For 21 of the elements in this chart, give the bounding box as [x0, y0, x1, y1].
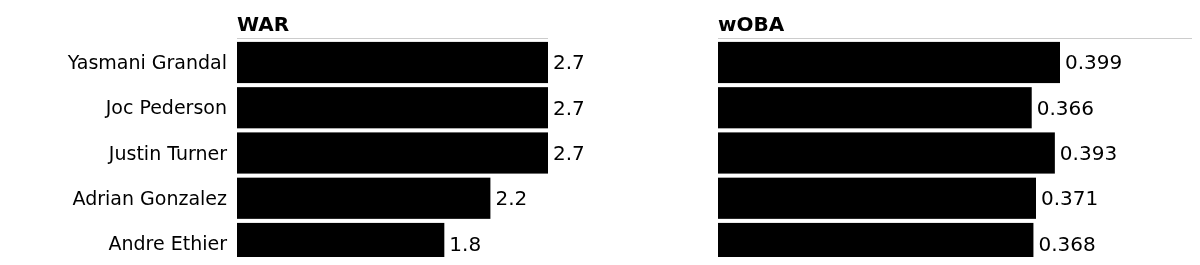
data-label: 0.371 [1041, 186, 1099, 211]
data-label: 2.7 [553, 50, 585, 75]
bar [718, 132, 1055, 174]
data-label: 0.366 [1036, 95, 1094, 120]
chart-title: WAR [237, 12, 290, 36]
bar [718, 87, 1032, 129]
data-label: 2.2 [495, 186, 528, 211]
data-label: 2.7 [553, 95, 585, 120]
bar [718, 177, 1036, 219]
y-tick-label: Justin Turner [107, 141, 228, 164]
data-label: 2.7 [553, 141, 585, 165]
data-label: 0.393 [1059, 141, 1118, 165]
data-label: 0.368 [1038, 231, 1096, 256]
data-label: 0.399 [1065, 50, 1123, 75]
y-tick-label: Andre Ethier [108, 232, 228, 255]
y-tick-label: Adrian Gonzalez [72, 186, 228, 209]
data-label: 1.8 [449, 231, 482, 256]
y-tick-label: Yasmani Grandal [66, 51, 227, 74]
bar [718, 41, 1060, 84]
chart-title: wOBA [718, 12, 785, 36]
y-tick-label: Joc Pederson [104, 96, 227, 119]
